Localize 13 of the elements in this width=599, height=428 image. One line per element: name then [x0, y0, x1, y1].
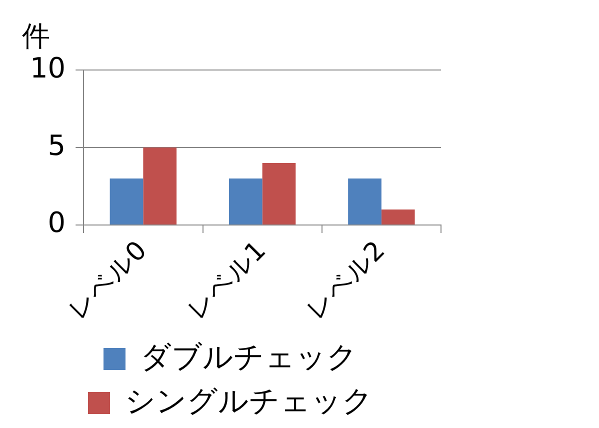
- bar: [228, 178, 262, 224]
- y-tick-label: 10: [30, 51, 66, 84]
- y-tick-label: 5: [48, 128, 66, 162]
- bar: [110, 178, 144, 224]
- bar: [262, 162, 296, 224]
- y-axis-title: 件: [22, 19, 50, 52]
- legend-label: ダブルチェック: [140, 340, 358, 375]
- x-tick-label: レベル1: [182, 236, 272, 326]
- bar: [143, 147, 177, 224]
- x-tick-label: レベル2: [300, 236, 392, 326]
- bar: [381, 209, 415, 224]
- legend-label: シングルチェック: [125, 384, 373, 419]
- bar: [348, 178, 382, 224]
